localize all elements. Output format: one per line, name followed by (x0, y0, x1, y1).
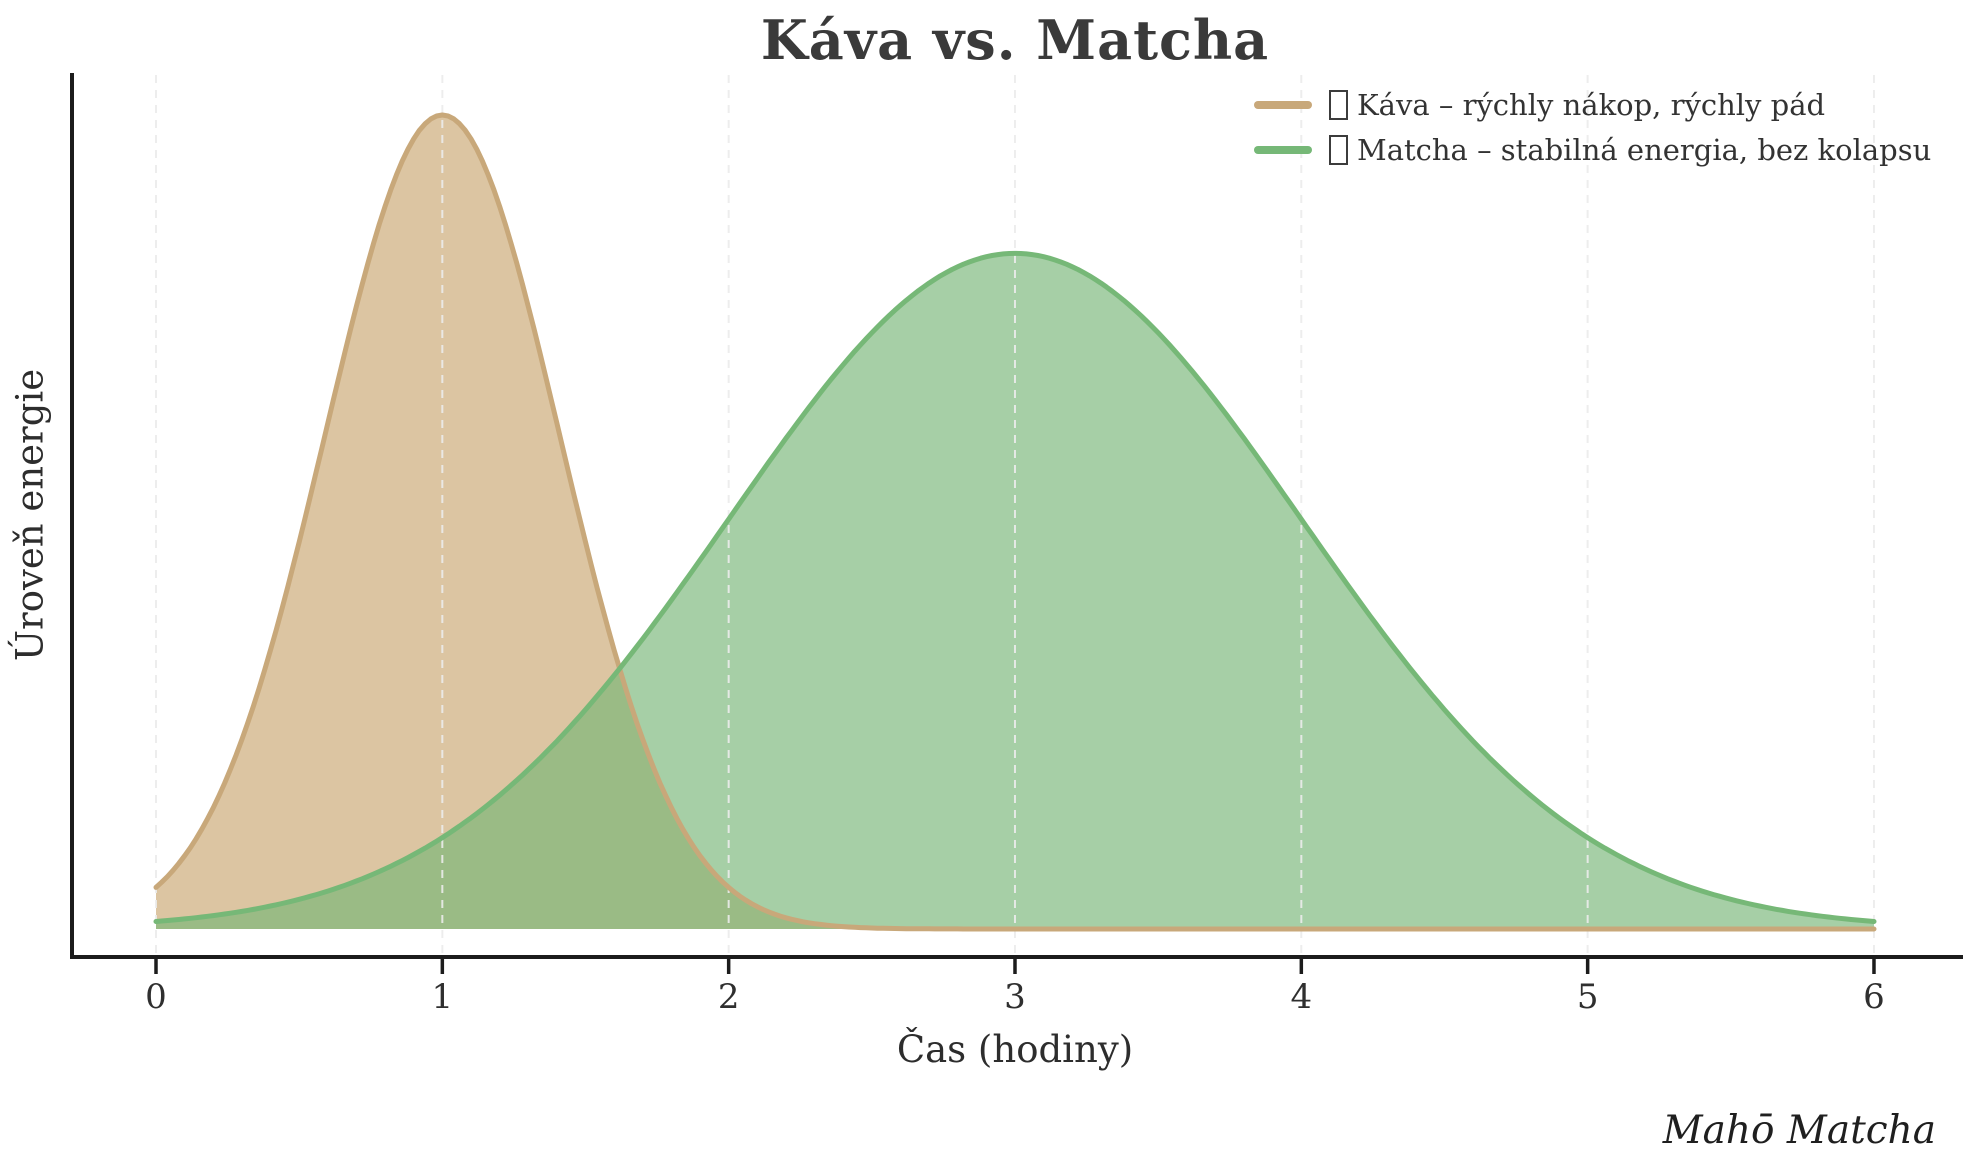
x-axis-label: Čas (hodiny) (896, 1028, 1134, 1071)
missing-emoji-glyph-icon (1329, 90, 1348, 120)
legend-label-matcha: Matcha – stabilná energia, bez kolapsu (1357, 133, 1932, 167)
legend-swatch-kava (1254, 101, 1312, 109)
x-tick-label-0: 0 (145, 977, 167, 1017)
missing-emoji-glyph-icon (1329, 135, 1348, 165)
legend-label-kava: Káva – rýchly nákop, rýchly pád (1357, 88, 1826, 122)
x-tick-label-1: 1 (432, 977, 454, 1017)
chart-title: Káva vs. Matcha (760, 8, 1270, 72)
x-tick-label-6: 6 (1863, 977, 1885, 1017)
legend-swatch-matcha (1254, 146, 1312, 154)
watermark-brand: Mahō Matcha (1662, 1108, 1936, 1153)
x-tick-label-2: 2 (718, 977, 740, 1017)
x-tick-label-3: 3 (1004, 977, 1026, 1017)
coffee-line (153, 112, 1877, 932)
legend-item-matcha: Matcha – stabilná energia, bez kolapsu (1254, 133, 1931, 167)
legend: Káva – rýchly nákop, rýchly pád Matcha – … (1254, 88, 1931, 167)
x-tick-label-5: 5 (1577, 977, 1599, 1017)
legend-item-kava: Káva – rýchly nákop, rýchly pád (1254, 88, 1931, 122)
matcha-line (153, 250, 1877, 924)
x-tick-label-4: 4 (1290, 977, 1312, 1017)
